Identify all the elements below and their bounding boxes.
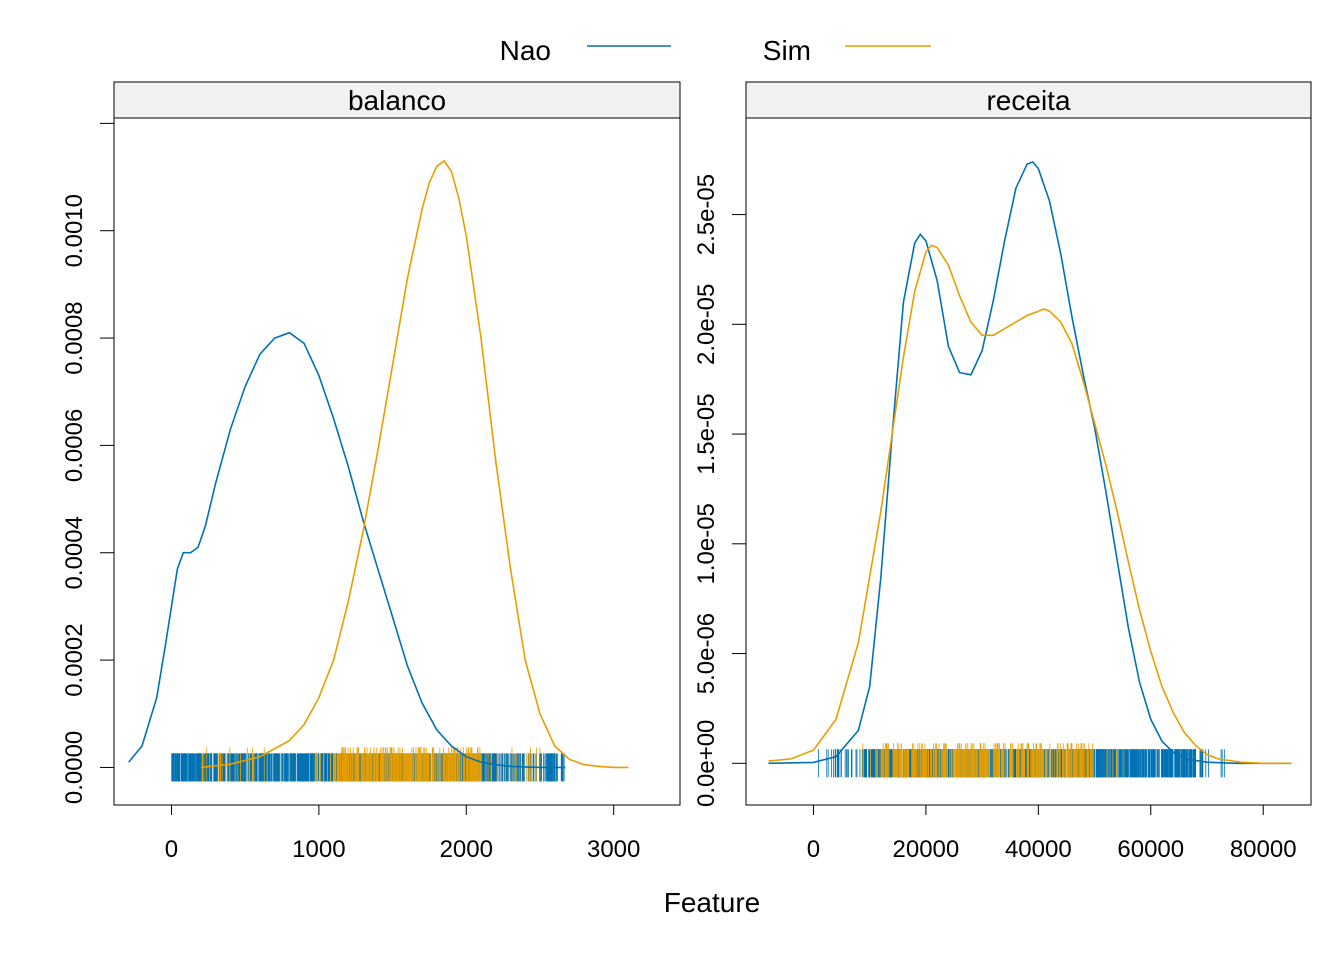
y-tick-label: 1.5e-05	[693, 393, 720, 474]
y-tick-label: 0.0010	[61, 194, 88, 267]
y-tick-label: 0.0000	[61, 731, 88, 804]
plot-frame-receita	[745, 117, 1312, 806]
series-line-nao	[768, 160, 1292, 765]
x-tick-label: 40000	[1005, 836, 1072, 863]
x-tick-label: 80000	[1230, 836, 1297, 863]
x-tick-label: 2000	[440, 836, 493, 863]
y-tick-label: 2.5e-05	[693, 174, 720, 255]
plot-frame-balanco	[113, 117, 681, 806]
legend-label-nao: Nao	[500, 35, 551, 66]
x-tick-label: 60000	[1117, 836, 1184, 863]
panels: balanco 0 1000 2000 3000 0.0000 0.0002 0.0004 0.…	[61, 81, 1312, 863]
rug-receita	[818, 743, 1225, 778]
y-tick-label: 0.0e+00	[693, 720, 720, 807]
strip-label-receita: receita	[986, 85, 1070, 116]
x-tick-label: 3000	[587, 836, 640, 863]
x-tick-label: 0	[807, 836, 820, 863]
y-tick-label: 0.0006	[61, 409, 88, 482]
strip-balanco	[113, 81, 681, 119]
series-line-sim	[200, 159, 629, 769]
series-line-sim	[768, 244, 1292, 765]
strip-label-balanco: balanco	[348, 85, 446, 116]
series-line-nao	[128, 331, 565, 769]
y-tick-label: 0.0002	[61, 623, 88, 696]
panel-receita: receita 0 20000 40000 60000 80000 0.0e+00 5.0e-…	[693, 81, 1312, 863]
x-tick-label: 1000	[292, 836, 345, 863]
strip-receita	[745, 81, 1312, 119]
x-tick-label: 20000	[893, 836, 960, 863]
y-tick-label: 2.0e-05	[693, 284, 720, 365]
x-axis-label: Feature	[664, 887, 761, 918]
y-tick-label: 0.0004	[61, 516, 88, 589]
x-tick-label: 0	[165, 836, 178, 863]
panel-balanco: balanco 0 1000 2000 3000 0.0000 0.0002 0.0004 0.…	[61, 81, 681, 863]
y-tick-label: 0.0008	[61, 301, 88, 374]
legend-label-sim: Sim	[763, 35, 811, 66]
y-tick-label: 5.0e-06	[693, 613, 720, 694]
legend: Nao Sim	[500, 35, 931, 66]
y-tick-label: 1.0e-05	[693, 503, 720, 584]
